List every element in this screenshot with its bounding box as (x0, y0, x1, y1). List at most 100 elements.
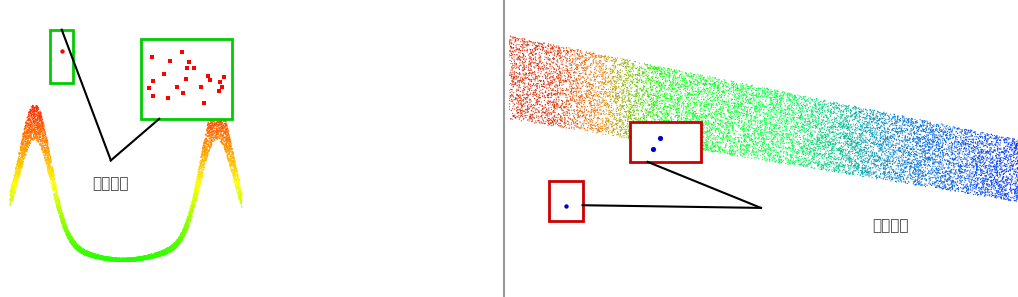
Point (649, 135, 666, 140)
Point (630, 95, 646, 99)
Point (188, 193, 205, 198)
Point (803, 142, 819, 147)
Point (789, 120, 805, 125)
Point (578, 66, 595, 71)
Point (909, 143, 925, 148)
Point (725, 110, 741, 115)
Point (919, 166, 936, 171)
Point (694, 114, 711, 119)
Point (780, 122, 796, 127)
Point (29, 109, 45, 114)
Point (98, 257, 114, 261)
Point (851, 127, 867, 132)
Point (698, 82, 715, 87)
Point (646, 67, 663, 72)
Point (96, 257, 112, 262)
Point (887, 169, 903, 173)
Point (803, 112, 819, 117)
Point (931, 146, 948, 151)
Point (964, 150, 980, 155)
Point (926, 157, 943, 162)
Point (749, 118, 766, 123)
Point (664, 126, 680, 130)
Point (552, 124, 568, 128)
Point (834, 152, 850, 157)
Point (583, 110, 600, 115)
Point (193, 175, 210, 180)
Point (178, 229, 194, 234)
Point (950, 131, 966, 136)
Point (22, 127, 39, 132)
Point (768, 150, 784, 155)
Point (942, 185, 958, 190)
Point (931, 134, 948, 139)
Point (929, 183, 946, 188)
Point (797, 156, 813, 161)
Point (964, 160, 980, 165)
Point (62, 238, 78, 243)
Point (738, 116, 754, 121)
Point (730, 135, 746, 140)
Point (892, 146, 908, 151)
Point (97, 257, 113, 262)
Point (765, 95, 781, 100)
Point (894, 143, 910, 148)
Point (188, 179, 205, 184)
Point (133, 255, 150, 260)
Point (159, 250, 175, 255)
Point (698, 114, 715, 119)
Point (766, 141, 782, 146)
Point (916, 148, 932, 153)
Point (13, 162, 30, 167)
Point (826, 101, 842, 105)
Point (946, 174, 962, 179)
Point (88, 255, 104, 260)
Point (61, 234, 77, 239)
Point (638, 119, 655, 124)
Point (983, 178, 1000, 183)
Point (802, 149, 818, 154)
Point (847, 148, 863, 153)
Point (879, 121, 895, 126)
Point (878, 146, 894, 151)
Point (818, 115, 835, 120)
Point (33, 115, 49, 119)
Point (813, 162, 830, 167)
Point (55, 221, 71, 226)
Point (637, 70, 654, 75)
Point (662, 135, 678, 140)
Point (947, 188, 963, 193)
Point (105, 257, 121, 262)
Point (569, 67, 585, 72)
Point (98, 255, 114, 260)
Point (173, 232, 189, 236)
Point (857, 140, 873, 144)
Point (218, 122, 234, 127)
Point (867, 140, 884, 145)
Point (6, 191, 22, 195)
Point (93, 257, 109, 261)
Point (1008, 181, 1018, 185)
Point (732, 91, 748, 95)
Point (904, 117, 920, 121)
Point (624, 120, 640, 125)
Point (995, 179, 1011, 184)
Point (980, 150, 997, 155)
Point (799, 113, 815, 118)
Point (45, 182, 61, 187)
Point (850, 163, 866, 168)
Point (992, 138, 1008, 143)
Point (1000, 181, 1016, 185)
Point (661, 120, 677, 125)
Point (780, 153, 796, 158)
Point (967, 146, 983, 151)
Point (612, 128, 628, 133)
Point (843, 125, 859, 130)
Point (96, 255, 112, 260)
Point (935, 173, 951, 178)
Point (557, 113, 573, 118)
Point (81, 252, 98, 257)
Point (980, 164, 997, 169)
Point (577, 56, 593, 60)
Point (195, 165, 212, 170)
